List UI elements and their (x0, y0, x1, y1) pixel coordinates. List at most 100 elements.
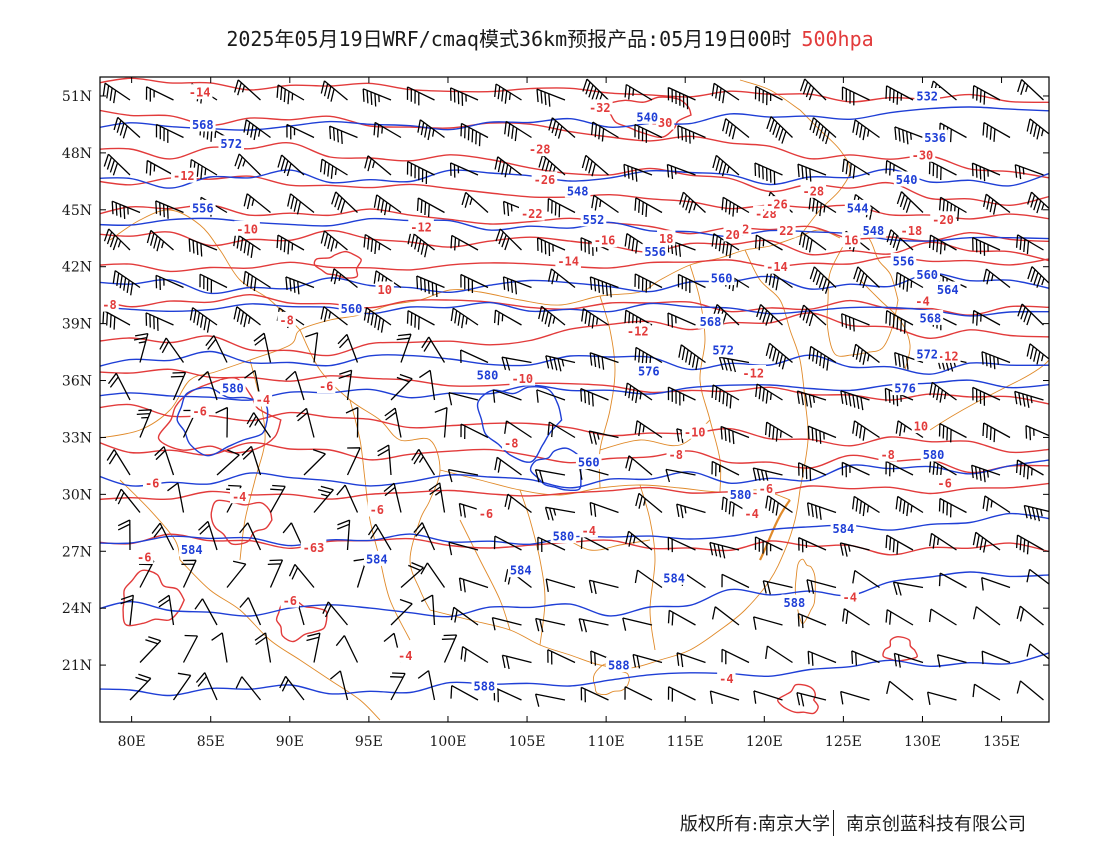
wind-barb (796, 390, 827, 408)
contour-label: -6 (319, 380, 333, 394)
wind-barb (582, 78, 609, 107)
wind-barb (711, 460, 740, 477)
wind-barb (721, 573, 750, 589)
wind-barb (106, 449, 131, 476)
isotherm-line (100, 109, 1049, 179)
wind-barb (798, 537, 827, 553)
wind-barb (709, 690, 740, 704)
wind-barb (676, 652, 706, 668)
contour-label: 540 (636, 110, 658, 124)
contour-label-bg (917, 309, 944, 325)
wind-barb (578, 618, 609, 633)
lon-tick-label: 120E (746, 734, 783, 750)
wind-barb (754, 234, 783, 251)
contour-label-bg (234, 220, 260, 236)
wind-barb (421, 336, 446, 363)
wind-barb (296, 407, 315, 438)
contour-label-bg (526, 141, 553, 157)
wind-barb (666, 163, 696, 179)
contour-label: 540 (896, 173, 918, 187)
wind-barb (894, 126, 924, 145)
isotherm-line (100, 312, 1049, 357)
wind-barb (226, 560, 247, 588)
wind-barb (720, 425, 750, 445)
wind-barb (286, 123, 315, 140)
contour-label-bg (277, 311, 296, 327)
height-closed-contour (476, 386, 563, 463)
wind-barb (504, 420, 532, 439)
contour-label: 576 (894, 382, 916, 396)
wind-barb (589, 501, 619, 517)
contour-label-bg (550, 528, 577, 544)
isotherm-closed-contour (776, 683, 819, 715)
contour-label: 556 (192, 201, 214, 215)
wind-barb (276, 234, 305, 255)
height-contour-line (100, 301, 1049, 317)
lat-tick-label: 30N (62, 487, 92, 503)
wind-barb (493, 686, 522, 703)
wind-barb (338, 369, 353, 401)
title-pressure-level: 500hpa (801, 27, 874, 51)
title-main: 2025年05月19日WRF/cmaq模式36km预报产品:05月19日00时 (226, 27, 792, 51)
wind-barb (896, 191, 924, 213)
wind-barb (287, 193, 315, 215)
wind-barb (581, 154, 609, 177)
wind-barb (721, 648, 750, 665)
wind-barb (580, 535, 609, 551)
wind-barb (625, 530, 653, 551)
wind-barb (419, 369, 436, 401)
wind-barb (928, 459, 957, 480)
east-coast-outline (759, 499, 791, 561)
wind-barb (158, 594, 175, 626)
wind-barb (547, 421, 576, 439)
border-line (744, 249, 809, 491)
wind-barb (1015, 459, 1044, 480)
isotherm-line (100, 482, 1049, 501)
wind-barb (852, 495, 880, 517)
wind-barb (1027, 191, 1049, 214)
contour-label: 584 (663, 571, 685, 585)
isotherm-closed-contour (210, 499, 273, 546)
wind-barb (277, 154, 305, 177)
lat-tick-label: 42N (62, 260, 92, 276)
wind-barb (154, 446, 175, 476)
wind-barb (797, 612, 827, 629)
wind-barb (591, 194, 619, 214)
contour-label: -6 (145, 476, 159, 490)
wind-barb (809, 117, 837, 145)
wind-barb (322, 601, 348, 626)
isotherm-closed-contour (882, 636, 918, 662)
wind-barb (449, 162, 479, 178)
contour-label-bg (507, 562, 534, 578)
lon-tick-label: 95E (355, 734, 383, 750)
wind-barb (233, 232, 261, 258)
contour-label: -4 (915, 294, 929, 308)
contour-label: -4 (842, 590, 856, 604)
wind-barb (892, 581, 924, 596)
contour-label-bg (742, 505, 761, 521)
contour-label-bg (624, 323, 651, 339)
wind-barb (254, 632, 272, 663)
wind-barb (852, 420, 880, 441)
contour-label: 560 (341, 302, 363, 316)
contour-label: 552 (583, 213, 605, 227)
wind-barb (895, 420, 924, 439)
wind-barb (667, 312, 696, 328)
wind-barb (711, 606, 740, 626)
wind-barb (288, 563, 315, 588)
wind-barb (253, 332, 272, 363)
wind-barb (460, 273, 489, 294)
wind-barb (441, 634, 458, 663)
contour-label-bg (408, 218, 434, 234)
contour-label-bg (697, 313, 724, 329)
contour-label-bg (502, 435, 521, 451)
taiwan-island-outline (794, 558, 816, 625)
contour-label-bg (935, 474, 954, 490)
wind-barb (842, 608, 870, 626)
height-contour-line (100, 106, 1049, 131)
contour-label-bg (800, 182, 827, 198)
contour-label-bg (661, 569, 687, 585)
wind-barb (678, 344, 706, 371)
wind-barb (1014, 390, 1044, 408)
